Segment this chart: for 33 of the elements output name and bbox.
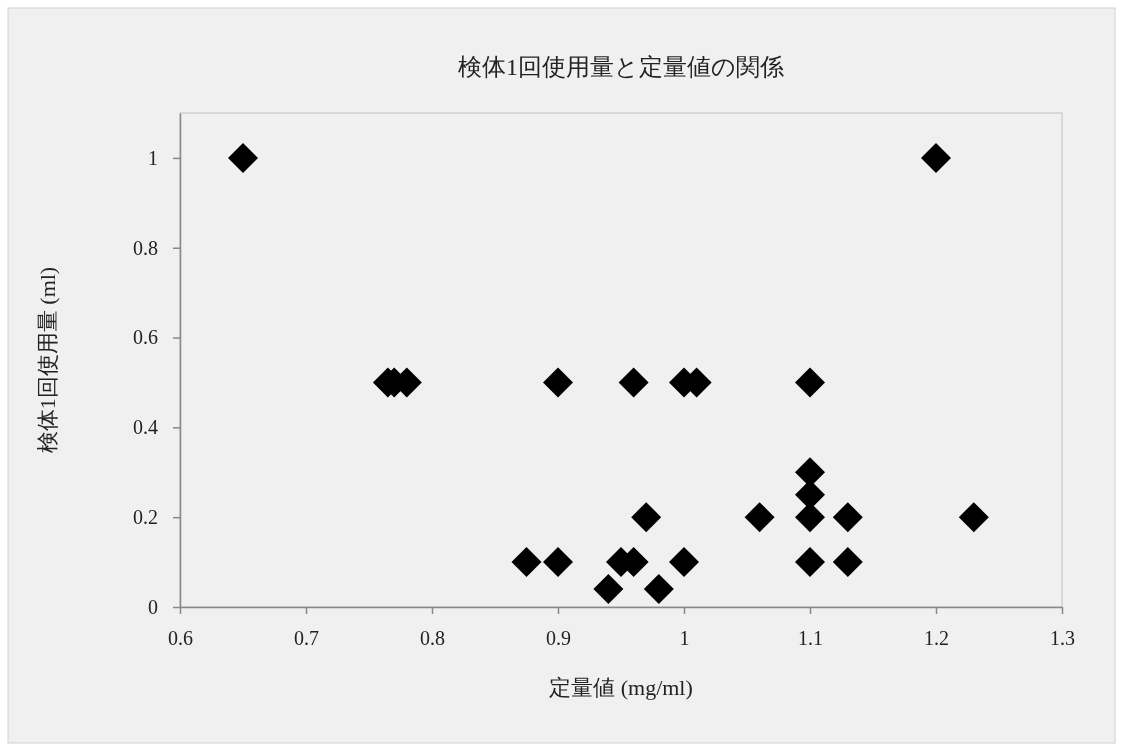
x-tick-label: 1.1: [798, 627, 823, 649]
y-tick-label: 0.4: [133, 416, 158, 439]
point: [228, 142, 258, 173]
x-tick-label: 0.7: [294, 627, 319, 649]
point: [593, 574, 624, 605]
point: [832, 502, 863, 533]
point: [511, 547, 542, 578]
point: [643, 574, 674, 605]
y-tick-label: 0.8: [133, 236, 158, 259]
point: [744, 502, 775, 533]
x-tick-label: 1.3: [1050, 627, 1075, 649]
point: [795, 367, 825, 398]
y-tick-label: 0: [148, 595, 158, 618]
point: [543, 367, 573, 398]
x-tick-label: 0.6: [168, 627, 193, 649]
point: [669, 547, 699, 578]
y-tick-label: 0.2: [133, 506, 158, 529]
x-axis-title: 定量値 (mg/ml): [549, 675, 693, 700]
x-tick-label: 0.9: [546, 627, 571, 649]
y-tick-label: 0.6: [133, 326, 158, 349]
y-axis-title: 検体1回使用量 (ml): [35, 266, 60, 454]
y-tick-label: 1: [148, 146, 158, 169]
point: [921, 142, 951, 173]
x-tick-label: 0.8: [420, 627, 445, 649]
point: [958, 502, 989, 533]
point: [618, 367, 649, 398]
point: [832, 547, 863, 578]
x-tick-label: 1.2: [924, 627, 949, 649]
point: [543, 547, 573, 578]
point: [631, 502, 662, 533]
x-tick-label: 1: [679, 627, 690, 649]
chart-title: 検体1回使用量と定量値の関係: [458, 54, 784, 80]
point: [795, 547, 825, 578]
